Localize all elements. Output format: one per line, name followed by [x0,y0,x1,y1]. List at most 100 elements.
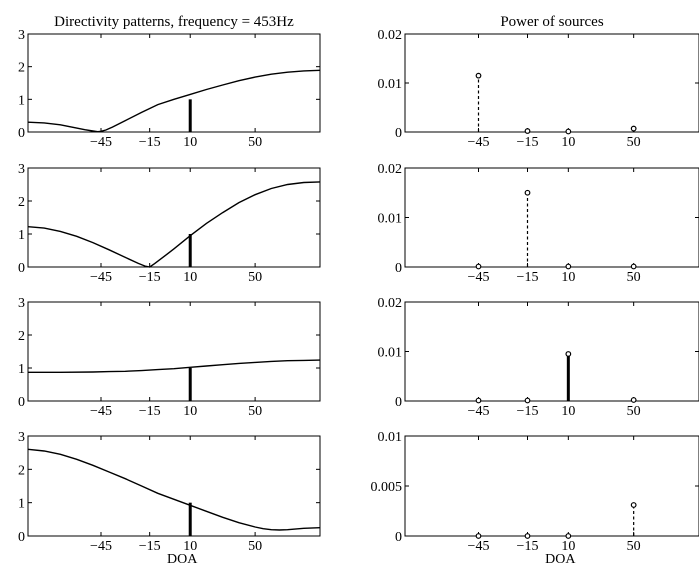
stem-marker [630,263,637,270]
y-tick-label: 0.01 [378,212,403,227]
x-tick-label: −45 [468,539,490,554]
x-tick-label: 50 [248,135,262,150]
y-tick-label: 3 [18,430,25,445]
y-tick-label: 2 [18,463,25,478]
x-tick-label: 10 [561,270,575,285]
axes-box [27,301,321,402]
source-stem [565,128,572,135]
y-tick-label: 0 [395,126,402,141]
y-tick-label: 0.02 [378,296,403,311]
axes-box [404,167,699,268]
y-tick-label: 2 [18,61,25,76]
y-tick-label: 0 [18,126,25,141]
x-tick-label: −45 [468,135,490,150]
x-tick-label: 50 [248,404,262,419]
stem-marker [524,189,531,196]
x-tick-label: −45 [468,270,490,285]
source-stem [565,533,572,539]
subplot-1: −45 −15 10 50 0 1 2 3 Directivity patterns, freq… [18,14,321,150]
stem-marker [565,263,572,270]
source-stem [630,397,637,403]
x-tick-label: −15 [517,404,539,419]
stem-marker [630,502,637,508]
stem-marker [565,351,572,357]
stem-marker [524,128,531,134]
y-tick-label: 3 [18,296,25,311]
x-tick-label: 50 [627,539,641,554]
y-tick-label: 1 [18,362,25,377]
source-stem [475,263,482,270]
x-tick-label: −15 [517,270,539,285]
stem-marker [475,397,482,404]
x-tick-label: 10 [561,539,575,554]
y-tick-label: 0.01 [378,346,403,361]
y-tick-label: 0 [395,530,402,545]
y-tick-label: 1 [18,93,25,108]
chart-title: Power of sources [500,14,603,30]
directivity-curve [28,359,321,373]
y-tick-label: 1 [18,228,25,243]
subplot-3: −45 −15 10 50 0 1 2 3 [18,162,321,285]
source-stem [565,263,572,270]
x-tick-label: −45 [90,270,112,285]
source-stem [524,128,531,134]
stem-marker [475,533,482,539]
x-tick-label: 10 [183,135,197,150]
x-tick-label: 10 [183,539,197,554]
stem-marker [565,128,572,135]
y-tick-label: 3 [18,162,25,177]
subplot-8: −45 −15 10 50 0 0.005 0.01 DOA [371,430,699,567]
stem-marker [475,263,482,270]
source-stem [475,72,482,132]
x-tick-label: −45 [90,539,112,554]
y-tick-label: 0.02 [378,162,403,177]
y-tick-label: 3 [18,28,25,43]
x-tick-label: −15 [139,404,161,419]
subplot-2: −45 −15 10 50 0 0.01 0.02 Power of sources [378,14,699,150]
source-stem [524,533,531,539]
chart-title: Directivity patterns, frequency = 453Hz [54,14,294,30]
y-tick-label: 0.01 [378,77,403,92]
source-stem [524,189,531,267]
y-tick-label: 0 [395,395,402,410]
x-tick-label: 10 [561,404,575,419]
subplot-4: −45 −15 10 50 0 0.01 0.02 [378,162,699,285]
source-stem [524,397,531,404]
x-tick-label: 10 [183,270,197,285]
y-tick-label: 2 [18,195,25,210]
directivity-curve [27,69,321,133]
subplot-5: −45 −15 10 50 0 1 2 3 [18,296,321,419]
source-stem [565,351,572,401]
source-stem [475,397,482,404]
source-stem [475,533,482,539]
source-stem [630,263,637,270]
x-tick-label: −15 [139,270,161,285]
source-stem [630,125,637,132]
x-axis-label: DOA [545,552,576,567]
y-tick-label: 0.02 [378,28,403,43]
x-tick-label: 10 [183,404,197,419]
stem-marker [475,72,482,79]
axes-box [404,301,699,402]
y-tick-label: 0.01 [378,430,403,445]
x-tick-label: 50 [627,135,641,150]
y-tick-label: 0.005 [371,480,403,495]
x-tick-label: 50 [627,404,641,419]
axes-box [404,435,699,537]
x-tick-label: −45 [468,404,490,419]
x-tick-label: 50 [627,270,641,285]
source-stem [630,502,637,536]
y-tick-label: 0 [395,261,402,276]
stem-marker [524,397,531,404]
x-tick-label: −15 [139,539,161,554]
x-tick-label: −45 [90,404,112,419]
x-tick-label: −15 [139,135,161,150]
stem-marker [524,533,531,539]
x-tick-label: −15 [517,135,539,150]
x-tick-label: −45 [90,135,112,150]
x-tick-label: −15 [517,539,539,554]
x-axis-label: DOA [167,552,198,567]
subplot-6: −45 −15 10 50 0 0.01 0.02 [378,296,699,419]
axes-box [27,167,321,268]
